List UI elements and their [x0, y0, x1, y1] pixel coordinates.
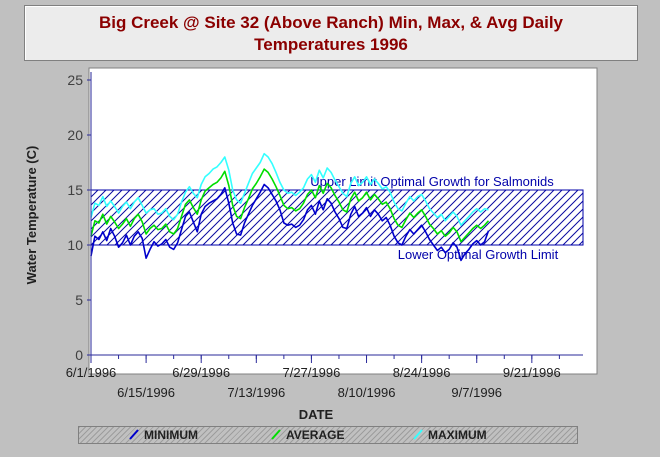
x-tick-label: 7/27/1996	[282, 365, 340, 380]
band-lower-label: Lower Optimal Growth Limit	[398, 247, 559, 262]
x-tick-label: 6/29/1996	[172, 365, 230, 380]
series-line-minimum	[90, 183, 490, 262]
y-tick-label: 0	[75, 347, 83, 363]
band-upper-label: Upper Limit Optimal Growth for Salmonids	[310, 174, 554, 189]
y-tick-label: 5	[75, 292, 83, 308]
y-tick-label: 20	[67, 127, 83, 143]
chart-title-box: Big Creek @ Site 32 (Above Ranch) Min, M…	[24, 5, 638, 61]
x-tick-label: 6/1/1996	[66, 365, 117, 380]
x-tick-label: 9/21/1996	[503, 365, 561, 380]
x-tick-label: 8/10/1996	[338, 385, 396, 400]
legend-swatch-maximum	[413, 429, 423, 440]
chart-subtitle: Temperatures 1996	[254, 35, 408, 54]
series-line-average	[90, 168, 490, 243]
x-tick-label: 9/7/1996	[451, 385, 502, 400]
x-tick-label: 7/13/1996	[227, 385, 285, 400]
legend-swatch-average	[271, 429, 281, 440]
legend-label-minimum: MINIMUM	[144, 428, 198, 442]
chart-title: Big Creek @ Site 32 (Above Ranch) Min, M…	[98, 13, 564, 32]
y-axis-label: Water Temperature (C)	[24, 146, 39, 285]
series-line-maximum	[90, 152, 489, 226]
legend-swatch-minimum	[129, 429, 139, 440]
legend-box	[78, 426, 578, 444]
x-tick-label: 6/15/1996	[117, 385, 175, 400]
legend-label-maximum: MAXIMUM	[428, 428, 487, 442]
legend-label-average: AVERAGE	[286, 428, 344, 442]
y-tick-label: 15	[67, 182, 83, 198]
x-axis-label: DATE	[299, 407, 334, 422]
x-tick-label: 8/24/1996	[393, 365, 451, 380]
y-tick-label: 25	[67, 72, 83, 88]
y-tick-label: 10	[67, 237, 83, 253]
